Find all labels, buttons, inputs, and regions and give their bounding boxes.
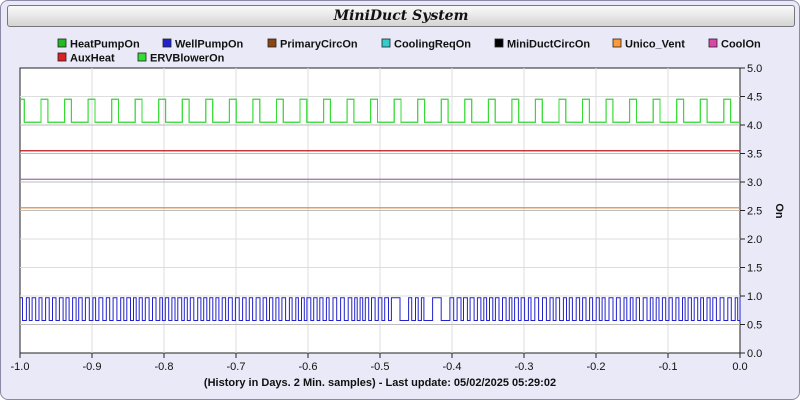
- y-tick-label: 5.0: [747, 63, 762, 75]
- legend-swatch: [162, 38, 172, 48]
- chart-title: MiniDuct System: [7, 5, 795, 27]
- y-tick-label: 0.5: [747, 320, 762, 332]
- y-tick-label: 3.0: [747, 177, 762, 189]
- x-tick-label: -0.8: [155, 361, 174, 373]
- x-tick-label: -0.5: [371, 361, 390, 373]
- legend-swatch: [612, 38, 622, 48]
- legend-swatch: [57, 52, 67, 62]
- series-group: [20, 98, 741, 325]
- x-tick-label: -0.2: [587, 361, 606, 373]
- legend-swatch: [267, 38, 277, 48]
- y-ticks: 0.0 0.5 1.0 1.5 2.0 2.5 3.0 3.5 4.0 4.5 5.0: [740, 63, 762, 360]
- x-tick-label: -1.0: [11, 361, 30, 373]
- y-tick-label: 2.0: [747, 234, 762, 246]
- series-line-ervbloweron: [20, 98, 740, 123]
- legend-label: CoolOn: [721, 39, 761, 51]
- y-tick-label: 4.0: [747, 120, 762, 132]
- x-tick-label: -0.3: [515, 361, 534, 373]
- legend-label: WellPumpOn: [175, 39, 244, 51]
- legend-label: ERVBlowerOn: [150, 53, 225, 65]
- legend: HeatPumpOn WellPumpOn PrimaryCircOn Cooling…: [57, 38, 761, 65]
- y-tick-label: 1.5: [747, 263, 762, 275]
- x-tick-label: -0.6: [299, 361, 318, 373]
- legend-swatch: [708, 38, 718, 48]
- x-tick-label: -0.1: [659, 361, 678, 373]
- y-axis-label: On: [773, 203, 785, 219]
- x-axis-label: (History in Days. 2 Min. samples) - Last…: [204, 377, 556, 389]
- legend-swatch: [494, 38, 504, 48]
- legend-label: PrimaryCircOn: [280, 39, 358, 51]
- y-tick-label: 1.0: [747, 291, 762, 303]
- x-tick-label: -0.4: [443, 361, 462, 373]
- legend-swatch: [137, 52, 147, 62]
- y-tick-label: 2.5: [747, 206, 762, 218]
- x-tick-label: -0.9: [83, 361, 102, 373]
- legend-label: Unico_Vent: [625, 39, 685, 51]
- x-tick-label: 0.0: [732, 361, 747, 373]
- y-tick-label: 0.0: [747, 348, 762, 360]
- legend-label: AuxHeat: [70, 53, 115, 65]
- y-tick-label: 4.5: [747, 92, 762, 104]
- legend-swatch: [381, 38, 391, 48]
- legend-swatch: [57, 38, 67, 48]
- series-line-wellpumpon: [20, 297, 741, 321]
- y-tick-label: 3.5: [747, 149, 762, 161]
- legend-label: MiniDuctCircOn: [507, 39, 590, 51]
- x-ticks: -1.0 -0.9 -0.8 -0.7 -0.6 -0.5 -0.4 -0.3 -0.2 -0.1…: [11, 353, 748, 373]
- x-tick-label: -0.7: [227, 361, 246, 373]
- legend-label: CoolingReqOn: [394, 39, 471, 51]
- legend-label: HeatPumpOn: [70, 39, 140, 51]
